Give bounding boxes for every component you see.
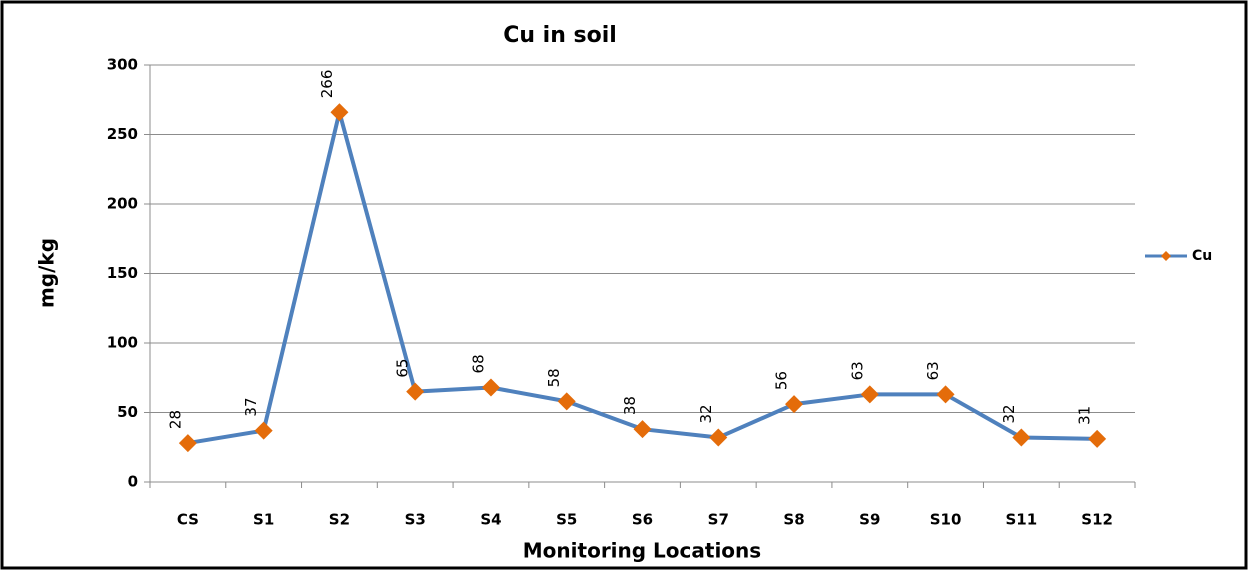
data-label: 63 — [848, 361, 866, 380]
data-label: 65 — [394, 359, 412, 378]
marker — [254, 421, 273, 440]
y-tick-label: 150 — [107, 264, 138, 282]
marker — [481, 378, 500, 397]
x-tick-label: S4 — [480, 511, 501, 529]
x-tick-label: S3 — [405, 511, 426, 529]
marker — [406, 382, 425, 401]
y-tick-label: 50 — [117, 403, 138, 421]
x-tick-label: S7 — [708, 511, 729, 529]
data-label: 32 — [697, 404, 715, 423]
data-label: 32 — [1000, 404, 1018, 423]
marker — [785, 395, 804, 414]
marker — [1012, 428, 1031, 447]
y-tick-label: 300 — [107, 56, 138, 74]
marker — [633, 420, 652, 439]
x-tick-label: S12 — [1081, 511, 1113, 529]
data-label: 28 — [166, 410, 184, 429]
chart-title: Cu in soil — [503, 23, 617, 48]
y-axis-label: mg/kg — [35, 238, 59, 308]
x-tick-label: S11 — [1006, 511, 1038, 529]
data-label: 56 — [773, 371, 791, 390]
marker — [936, 385, 955, 404]
data-label: 63 — [924, 361, 942, 380]
marker — [860, 385, 879, 404]
legend-marker — [1161, 251, 1171, 261]
data-label: 58 — [545, 368, 563, 387]
data-label: 68 — [469, 354, 487, 373]
x-tick-label: S8 — [783, 511, 804, 529]
x-tick-label: S9 — [859, 511, 880, 529]
data-label: 266 — [318, 70, 336, 99]
x-tick-label: S6 — [632, 511, 653, 529]
marker — [709, 428, 728, 447]
marker — [178, 434, 197, 453]
x-tick-label: S2 — [329, 511, 350, 529]
legend-label: Cu — [1192, 248, 1212, 264]
data-label: 38 — [621, 396, 639, 415]
marker — [330, 103, 349, 122]
data-label: 37 — [242, 397, 260, 416]
data-label: 31 — [1076, 406, 1094, 425]
x-tick-label: S10 — [930, 511, 962, 529]
y-tick-label: 200 — [107, 195, 138, 213]
y-tick-label: 250 — [107, 125, 138, 143]
y-tick-label: 100 — [107, 334, 138, 352]
marker — [1088, 429, 1107, 448]
x-axis-label: Monitoring Locations — [523, 539, 761, 563]
x-tick-label: S5 — [556, 511, 577, 529]
x-tick-label: S1 — [253, 511, 274, 529]
x-tick-label: CS — [177, 511, 199, 529]
marker — [557, 392, 576, 411]
y-tick-label: 0 — [128, 473, 138, 491]
